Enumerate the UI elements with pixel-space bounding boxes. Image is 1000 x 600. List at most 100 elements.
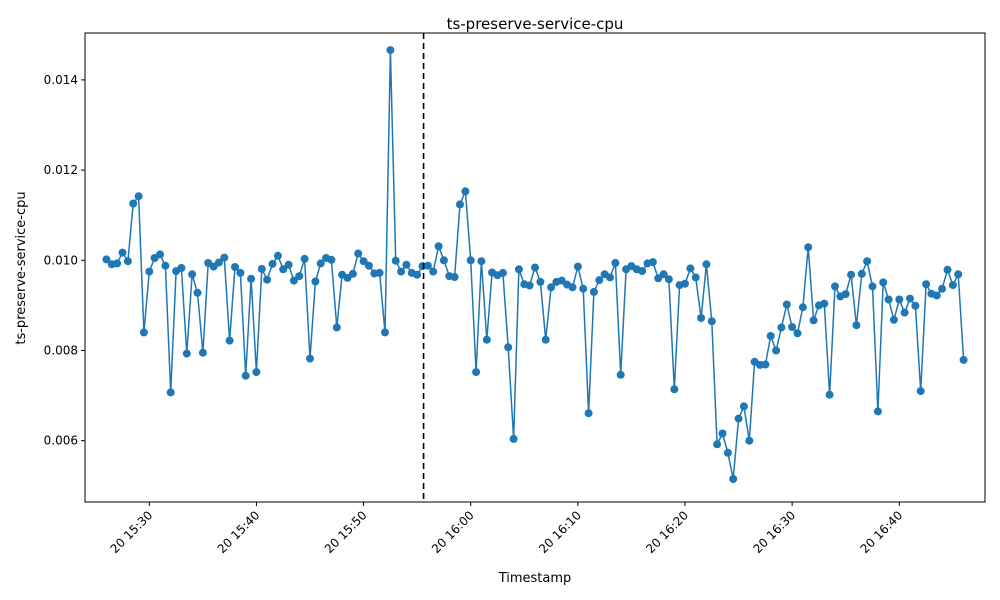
data-point	[713, 440, 722, 449]
data-point	[188, 270, 197, 279]
data-point	[761, 360, 770, 369]
data-point	[193, 288, 202, 297]
data-point	[900, 308, 909, 317]
data-point	[697, 314, 706, 322]
data-point	[804, 243, 813, 252]
data-point	[954, 270, 963, 279]
data-point	[638, 267, 647, 276]
y-tick-label: 0.014	[44, 73, 78, 87]
data-point	[156, 250, 164, 259]
data-point	[670, 385, 679, 394]
data-point	[123, 257, 132, 266]
series-layer	[102, 46, 968, 483]
data-point	[889, 315, 898, 324]
data-point	[916, 387, 925, 396]
data-point	[906, 294, 914, 303]
data-point	[284, 260, 293, 269]
data-point	[606, 273, 614, 282]
data-point	[718, 429, 727, 438]
data-point	[295, 272, 304, 281]
data-point	[257, 264, 266, 273]
y-tick-label: 0.008	[44, 343, 78, 357]
data-point	[911, 301, 920, 310]
data-point	[113, 259, 122, 268]
data-point	[241, 371, 250, 380]
data-point	[525, 281, 534, 290]
data-point	[166, 388, 175, 397]
data-point	[541, 335, 550, 344]
x-axis-ticks: 20 15:30 20 15:40 20 15:50 20 16:00 20 16:10…	[108, 502, 905, 556]
data-point	[739, 402, 748, 411]
data-point	[429, 267, 438, 276]
data-point	[466, 256, 475, 265]
data-point	[268, 259, 277, 268]
data-point	[938, 284, 947, 293]
data-point	[118, 248, 127, 257]
data-point	[611, 259, 620, 267]
y-tick-label: 0.010	[44, 253, 78, 267]
data-point	[788, 323, 797, 331]
data-point	[777, 323, 786, 332]
data-point	[841, 290, 850, 299]
data-point	[884, 295, 893, 304]
data-point	[391, 256, 400, 265]
y-axis-label: ts-preserve-service-cpu	[14, 191, 29, 344]
data-point	[932, 291, 941, 300]
data-point	[943, 265, 952, 274]
y-tick-label: 0.012	[44, 163, 78, 177]
data-point	[461, 187, 470, 196]
data-point	[648, 258, 657, 267]
data-point	[589, 287, 598, 296]
data-point	[707, 317, 716, 326]
data-point	[664, 275, 673, 284]
data-point	[686, 264, 695, 273]
x-tick-label: 20 15:30	[108, 508, 156, 556]
data-point	[595, 276, 604, 285]
data-point	[579, 284, 588, 293]
data-point	[263, 275, 272, 284]
x-tick-label: 20 16:10	[536, 508, 584, 556]
data-point	[289, 276, 298, 285]
data-point	[300, 254, 309, 263]
data-point	[252, 368, 261, 377]
data-point	[139, 328, 148, 337]
chart-title: ts-preserve-service-cpu	[447, 15, 624, 33]
data-point	[456, 200, 464, 209]
data-point	[863, 257, 872, 266]
data-point	[616, 370, 625, 379]
data-point	[948, 281, 957, 290]
data-point	[573, 262, 582, 271]
data-point	[439, 256, 448, 265]
data-point	[225, 336, 234, 345]
data-point	[895, 295, 904, 304]
data-point	[531, 263, 539, 272]
data-point	[681, 279, 689, 288]
x-tick-label: 20 15:40	[215, 508, 263, 556]
data-point	[279, 265, 288, 274]
data-point	[482, 335, 491, 344]
data-point	[332, 323, 341, 332]
data-point	[536, 277, 545, 286]
data-point	[568, 283, 577, 292]
data-point	[247, 274, 256, 283]
data-point	[782, 300, 791, 309]
data-point	[868, 282, 877, 291]
data-point	[402, 260, 411, 269]
data-point	[847, 270, 856, 279]
data-point	[220, 253, 229, 262]
data-point	[364, 261, 373, 270]
data-point	[831, 282, 839, 291]
data-point	[327, 255, 336, 264]
data-point	[145, 267, 154, 276]
data-point	[198, 348, 207, 357]
data-point	[354, 249, 363, 258]
data-point	[745, 436, 754, 445]
data-point	[793, 329, 802, 338]
data-point	[959, 355, 968, 364]
data-point	[857, 269, 866, 278]
data-point	[477, 257, 486, 266]
data-point	[691, 273, 700, 282]
x-tick-label: 20 16:20	[643, 508, 691, 556]
data-point	[852, 321, 861, 330]
